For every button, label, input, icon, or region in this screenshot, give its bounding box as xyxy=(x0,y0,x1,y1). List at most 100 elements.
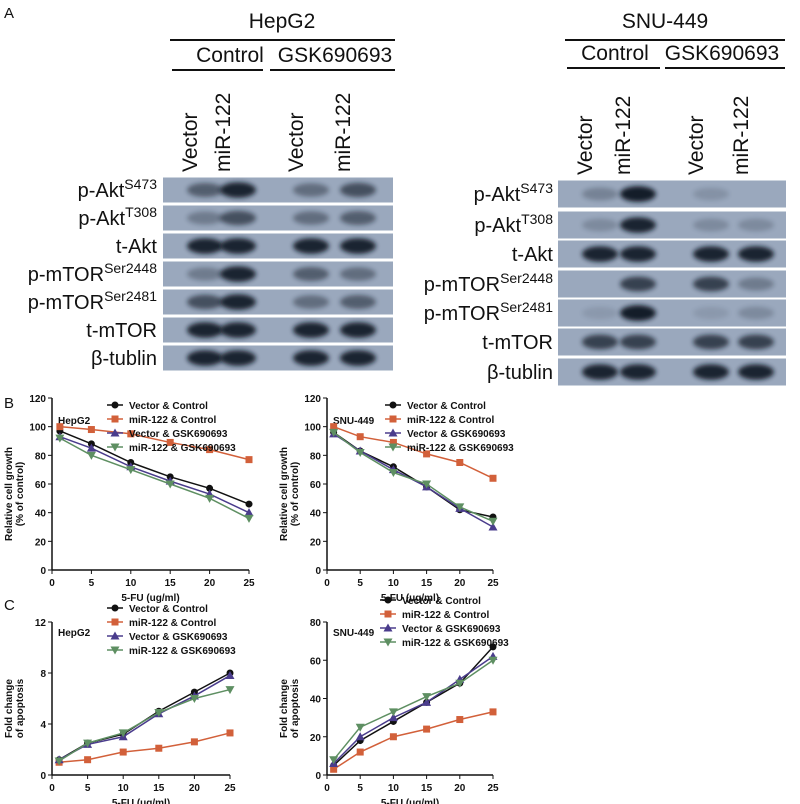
x-tick-label: 10 xyxy=(388,578,400,589)
legend-marker xyxy=(110,631,120,640)
data-point xyxy=(55,434,65,443)
data-point xyxy=(389,733,397,741)
data-point xyxy=(225,671,235,680)
blot-band xyxy=(293,238,329,254)
row-name: p-Akt xyxy=(78,180,125,202)
lane-label: miR-122 xyxy=(612,96,635,175)
row-label: t-mTOR xyxy=(86,320,157,342)
x-tick-label: 5 xyxy=(357,783,363,794)
data-point xyxy=(87,426,95,434)
blot-band xyxy=(340,182,376,198)
series-line xyxy=(59,425,250,461)
x-tick-label: 5 xyxy=(357,578,363,589)
legend-marker xyxy=(110,443,120,452)
blot-band xyxy=(738,334,774,350)
series-line xyxy=(59,437,250,520)
data-point xyxy=(489,643,497,651)
data-point xyxy=(355,732,365,741)
data-point xyxy=(165,480,175,489)
panel-label: B xyxy=(4,395,14,412)
x-tick-label: 0 xyxy=(49,578,55,589)
blot-band xyxy=(187,350,223,366)
series-line xyxy=(59,430,250,505)
legend-entry: Vector & Control xyxy=(407,401,486,412)
legend-entry: miR-122 & Control xyxy=(129,415,216,426)
data-point xyxy=(245,500,253,508)
legend-marker xyxy=(388,443,398,452)
x-tick-label: 0 xyxy=(49,783,55,794)
data-point xyxy=(488,517,498,526)
blot-band xyxy=(738,306,774,320)
blot-band xyxy=(582,364,618,380)
data-point xyxy=(388,469,398,478)
blot-band xyxy=(187,238,223,254)
blot-band xyxy=(220,266,256,282)
lane-label: miR-122 xyxy=(212,93,235,172)
blot-band xyxy=(340,295,376,309)
data-point xyxy=(244,514,254,523)
row-label: p-mTORSer2481 xyxy=(28,288,157,314)
row-superscript: S473 xyxy=(124,176,157,192)
row-superscript: S473 xyxy=(520,180,553,196)
blot-band xyxy=(738,277,774,291)
data-point xyxy=(388,713,398,722)
blot-band xyxy=(693,187,729,201)
panel-label: A xyxy=(4,5,14,22)
x-tick-label: 10 xyxy=(125,578,137,589)
legend-entry: Vector & GSK690693 xyxy=(129,429,228,440)
legend-entry: miR-122 & Control xyxy=(129,618,216,629)
series-line xyxy=(59,435,250,514)
row-name: p-mTOR xyxy=(28,264,104,286)
series-line xyxy=(333,646,494,766)
blot-band xyxy=(582,334,618,350)
data-point xyxy=(84,756,92,764)
data-point xyxy=(86,443,96,452)
legend-entry: miR-122 & Control xyxy=(402,610,489,621)
data-point xyxy=(126,466,136,475)
blot-band xyxy=(738,364,774,380)
x-tick-label: 5 xyxy=(85,783,91,794)
blot-band xyxy=(693,306,729,320)
blot-band xyxy=(187,267,223,281)
data-point xyxy=(54,757,64,766)
series-line xyxy=(333,655,494,765)
row-name: p-Akt xyxy=(474,215,521,237)
legend-marker xyxy=(389,415,397,423)
blot-band xyxy=(693,246,729,262)
lane-label: Vector xyxy=(574,115,597,175)
series-line xyxy=(333,431,494,522)
y-tick-label: 40 xyxy=(310,509,322,520)
row-name: p-mTOR xyxy=(28,292,104,314)
legend-marker xyxy=(111,401,119,409)
row-label: β-tublin xyxy=(487,362,553,384)
y-tick-label: 0 xyxy=(40,771,46,782)
data-point xyxy=(423,450,431,458)
x-axis-label: 5-FU (ug/ml) xyxy=(381,798,439,804)
legend-entry: miR-122 & GSK690693 xyxy=(402,638,509,649)
data-point xyxy=(127,430,135,438)
y-axis-label: Relative cell growth xyxy=(279,447,290,541)
row-label: p-AktS473 xyxy=(78,176,158,202)
blot-band xyxy=(340,211,376,225)
y-axis-label: (% of control) xyxy=(290,462,301,526)
x-tick-label: 10 xyxy=(388,783,400,794)
row-name: p-mTOR xyxy=(424,274,500,296)
y-tick-label: 80 xyxy=(310,618,322,629)
chart-title: SNU-449 xyxy=(333,628,375,639)
legend-entry: Vector & Control xyxy=(129,604,208,615)
data-point xyxy=(389,438,397,446)
blot-band xyxy=(693,334,729,350)
lane-label: Vector xyxy=(179,112,202,172)
row-superscript: T308 xyxy=(125,204,157,220)
series-line xyxy=(58,688,231,762)
row-label: p-mTORSer2481 xyxy=(424,299,553,325)
blot-band xyxy=(738,246,774,262)
x-tick-label: 20 xyxy=(189,783,201,794)
blot-band xyxy=(187,294,223,310)
blot-band xyxy=(220,210,256,226)
lane-label: miR-122 xyxy=(332,93,355,172)
data-point xyxy=(489,708,497,716)
legend-marker xyxy=(110,646,120,655)
data-point xyxy=(388,708,398,717)
